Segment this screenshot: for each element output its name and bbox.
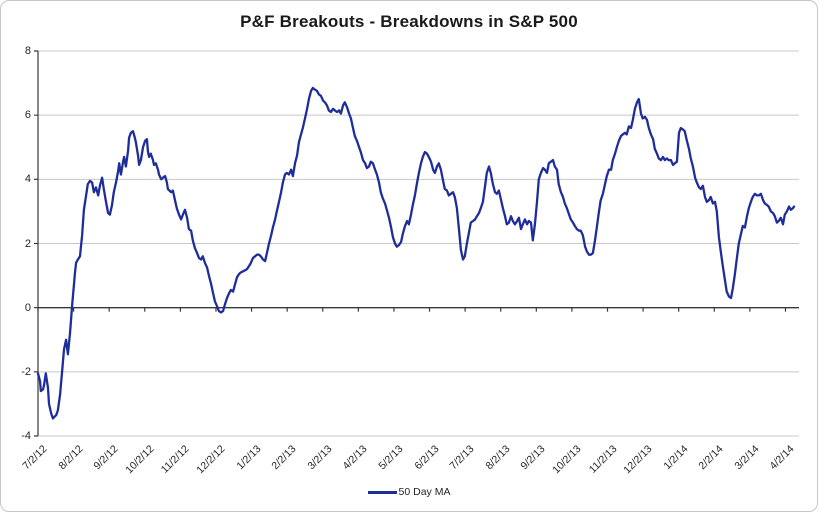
chart-title: P&F Breakouts - Breakdowns in S&P 500 [240,12,578,31]
y-tick-label: 6 [24,109,31,122]
y-tick-label: 2 [24,237,31,250]
series-line-50-day-ma [36,86,796,420]
legend: 50 Day MA [1,486,817,498]
legend-series-label: 50 Day MA [398,486,451,498]
y-tick-label: -2 [21,365,31,378]
y-tick-label: -4 [21,430,31,442]
y-tick-label: 4 [24,173,31,186]
y-tick-label: 0 [24,301,31,314]
y-tick-label: 8 [24,45,31,57]
legend-line-swatch [367,490,397,494]
